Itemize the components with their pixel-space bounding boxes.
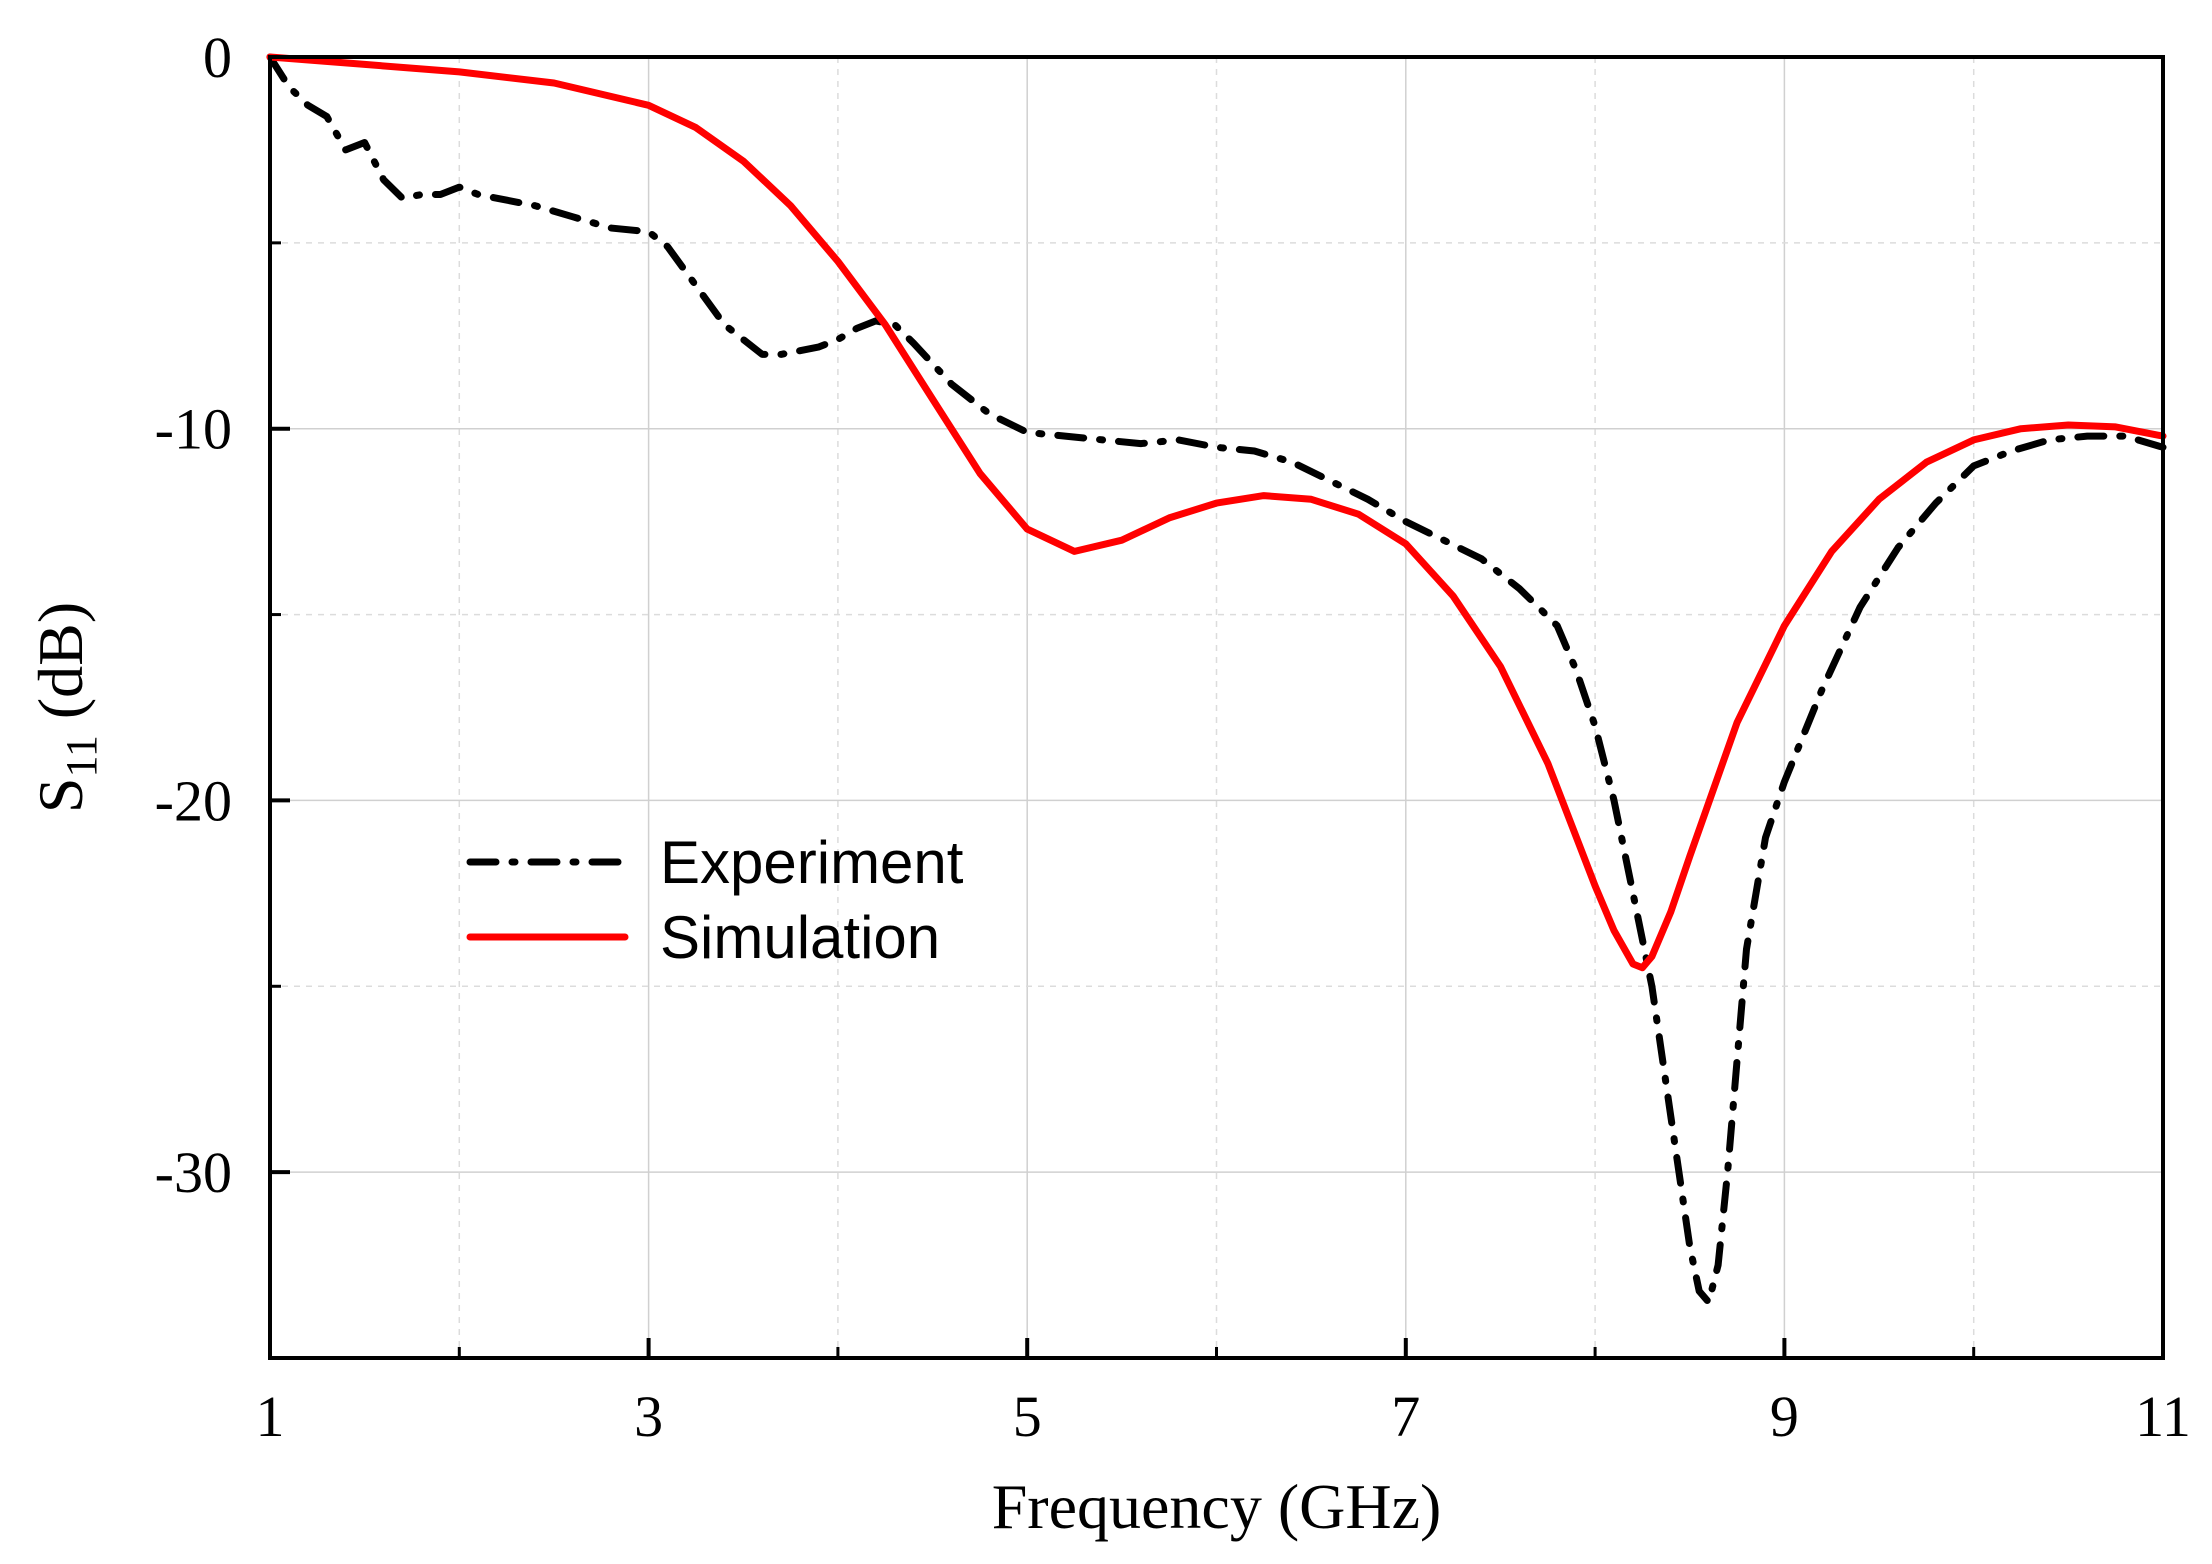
x-tick-label: 9	[1770, 1384, 1799, 1449]
y-axis-title-unit: (dB)	[25, 602, 96, 735]
y-axis-title: S11 (dB)	[25, 602, 106, 813]
x-tick-label: 1	[256, 1384, 285, 1449]
x-tick-label: 5	[1013, 1384, 1042, 1449]
y-tick-label: 0	[203, 25, 232, 90]
legend: Experiment Simulation	[466, 829, 964, 971]
series-line-simulation	[266, 53, 2167, 972]
y-tick-label: -30	[155, 1140, 232, 1205]
x-axis-title: Frequency (GHz)	[992, 1471, 1442, 1542]
axis-tick-labels: 1 3 5 7 9 11 0 -10 -20 -30	[155, 25, 2191, 1449]
y-axis-title-main: S	[25, 778, 96, 814]
x-tick-label: 11	[2135, 1384, 2191, 1449]
x-tick-label: 3	[634, 1384, 663, 1449]
y-tick-label: -20	[155, 768, 232, 833]
legend-label-simulation: Simulation	[660, 904, 940, 971]
grid	[269, 56, 2164, 1358]
x-tick-label: 7	[1391, 1384, 1420, 1449]
series-line-experiment	[266, 53, 2167, 1306]
axis-ticks	[268, 55, 2165, 1358]
y-axis-title-subscript: 11	[57, 735, 106, 777]
series-group	[266, 53, 2167, 1306]
y-tick-label: -10	[155, 397, 232, 462]
legend-label-experiment: Experiment	[660, 829, 964, 896]
